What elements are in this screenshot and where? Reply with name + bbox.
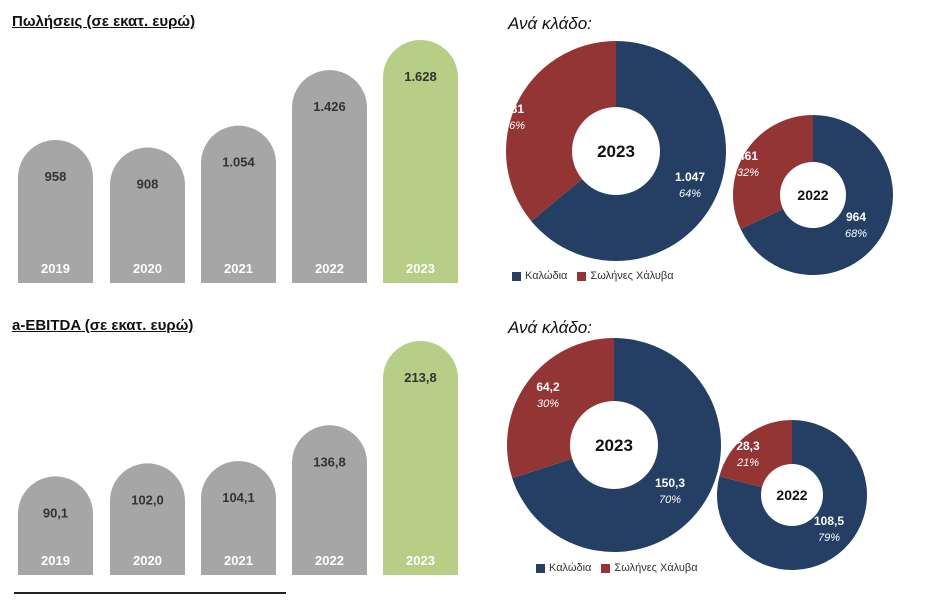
- legend-label-pipes: Σωλήνες Χάλυβα: [614, 562, 698, 574]
- bar-year-label: 2019: [41, 553, 70, 568]
- donut-cables-pct: 79%: [818, 532, 840, 544]
- donut-cables-value: 1.047: [675, 170, 705, 184]
- donut-year-label: 2022: [776, 487, 807, 503]
- bar-value-label: 1.426: [313, 99, 346, 114]
- ebitda-chart-title: a-EBITDA (σε εκατ. ευρώ): [12, 317, 194, 334]
- donut-cables-value: 108,5: [814, 514, 844, 528]
- legend-item-pipes: Σωλήνες Χάλυβα: [601, 562, 698, 574]
- bar-value-label: 90,1: [43, 505, 68, 520]
- bar-value-label: 136,8: [313, 454, 346, 469]
- donut-pipes-value: 581: [504, 102, 524, 116]
- donut-cables-value: 150,3: [655, 476, 685, 490]
- bar-2020: [110, 147, 185, 283]
- legend-item-cables: Καλώδια: [536, 562, 591, 574]
- bar-value-label: 1.628: [404, 69, 437, 84]
- donut-cables-value: 964: [846, 210, 866, 224]
- bar-value-label: 908: [137, 176, 159, 191]
- legend-swatch-cables: [536, 563, 545, 573]
- ebitda-segment-subtitle: Ανά κλάδο:: [508, 318, 592, 337]
- bar-year-label: 2020: [133, 261, 162, 276]
- bar-year-label: 2023: [406, 553, 435, 568]
- donut-pipes-pct: 30%: [537, 398, 559, 410]
- bar-2021: [201, 125, 276, 283]
- bar-2023: [383, 341, 458, 575]
- bar-2022: [292, 425, 367, 575]
- ebitda-donut-legend: Καλώδια Σωλήνες Χάλυβα: [536, 562, 708, 574]
- bar-year-label: 2023: [406, 261, 435, 276]
- legend-label-cables: Καλώδια: [549, 562, 592, 574]
- legend-label-pipes: Σωλήνες Χάλυβα: [590, 270, 674, 282]
- donut-pipes-value: 64,2: [536, 380, 560, 394]
- bar-year-label: 2020: [133, 553, 162, 568]
- donut-slice-pipes: [505, 41, 616, 222]
- bar-2023: [383, 39, 458, 283]
- sales-segment-subtitle: Ανά κλάδο:: [508, 14, 592, 33]
- legend-swatch-pipes: [577, 271, 587, 281]
- donut-cables-pct: 70%: [659, 494, 681, 506]
- bar-year-label: 2021: [224, 553, 253, 568]
- sales-chart-title: Πωλήσεις (σε εκατ. ευρώ): [12, 13, 196, 30]
- bar-year-label: 2021: [224, 261, 253, 276]
- bar-value-label: 958: [45, 169, 67, 184]
- legend-swatch-pipes: [601, 563, 611, 573]
- legend-item-cables: Καλώδια: [512, 270, 567, 282]
- bar-2022: [292, 70, 367, 283]
- donut-year-label: 2023: [595, 436, 633, 455]
- donut-pipes-pct: 36%: [503, 120, 525, 132]
- footnote-rule: [14, 592, 286, 594]
- bar-year-label: 2022: [315, 261, 344, 276]
- legend-label-cables: Καλώδια: [525, 270, 568, 282]
- bar-value-label: 213,8: [404, 370, 437, 385]
- donut-cables-pct: 64%: [679, 188, 701, 200]
- bar-year-label: 2022: [315, 553, 344, 568]
- bar-value-label: 102,0: [131, 492, 164, 507]
- donut-hole: [570, 401, 658, 489]
- bar-value-label: 104,1: [222, 490, 255, 505]
- donut-year-label: 2022: [797, 187, 828, 203]
- donut-hole: [761, 464, 823, 526]
- donut-pipes-pct: 32%: [737, 167, 759, 179]
- sales-donut-legend: Καλώδια Σωλήνες Χάλυβα: [512, 270, 684, 282]
- donut-year-label: 2023: [597, 142, 635, 161]
- donut-pipes-value: 28,3: [736, 439, 760, 453]
- legend-item-pipes: Σωλήνες Χάλυβα: [577, 270, 674, 282]
- donut-pipes-pct: 21%: [736, 457, 759, 469]
- donut-cables-pct: 68%: [845, 228, 867, 240]
- donut-hole: [572, 107, 660, 195]
- bar-2019: [18, 140, 93, 283]
- donut-pipes-value: 461: [738, 149, 758, 163]
- bar-value-label: 1.054: [222, 155, 255, 170]
- donut-hole: [780, 162, 846, 228]
- legend-swatch-cables: [512, 271, 521, 281]
- bar-2021: [201, 461, 276, 575]
- bar-2019: [18, 476, 93, 575]
- bar-year-label: 2019: [41, 261, 70, 276]
- bar-2020: [110, 463, 185, 575]
